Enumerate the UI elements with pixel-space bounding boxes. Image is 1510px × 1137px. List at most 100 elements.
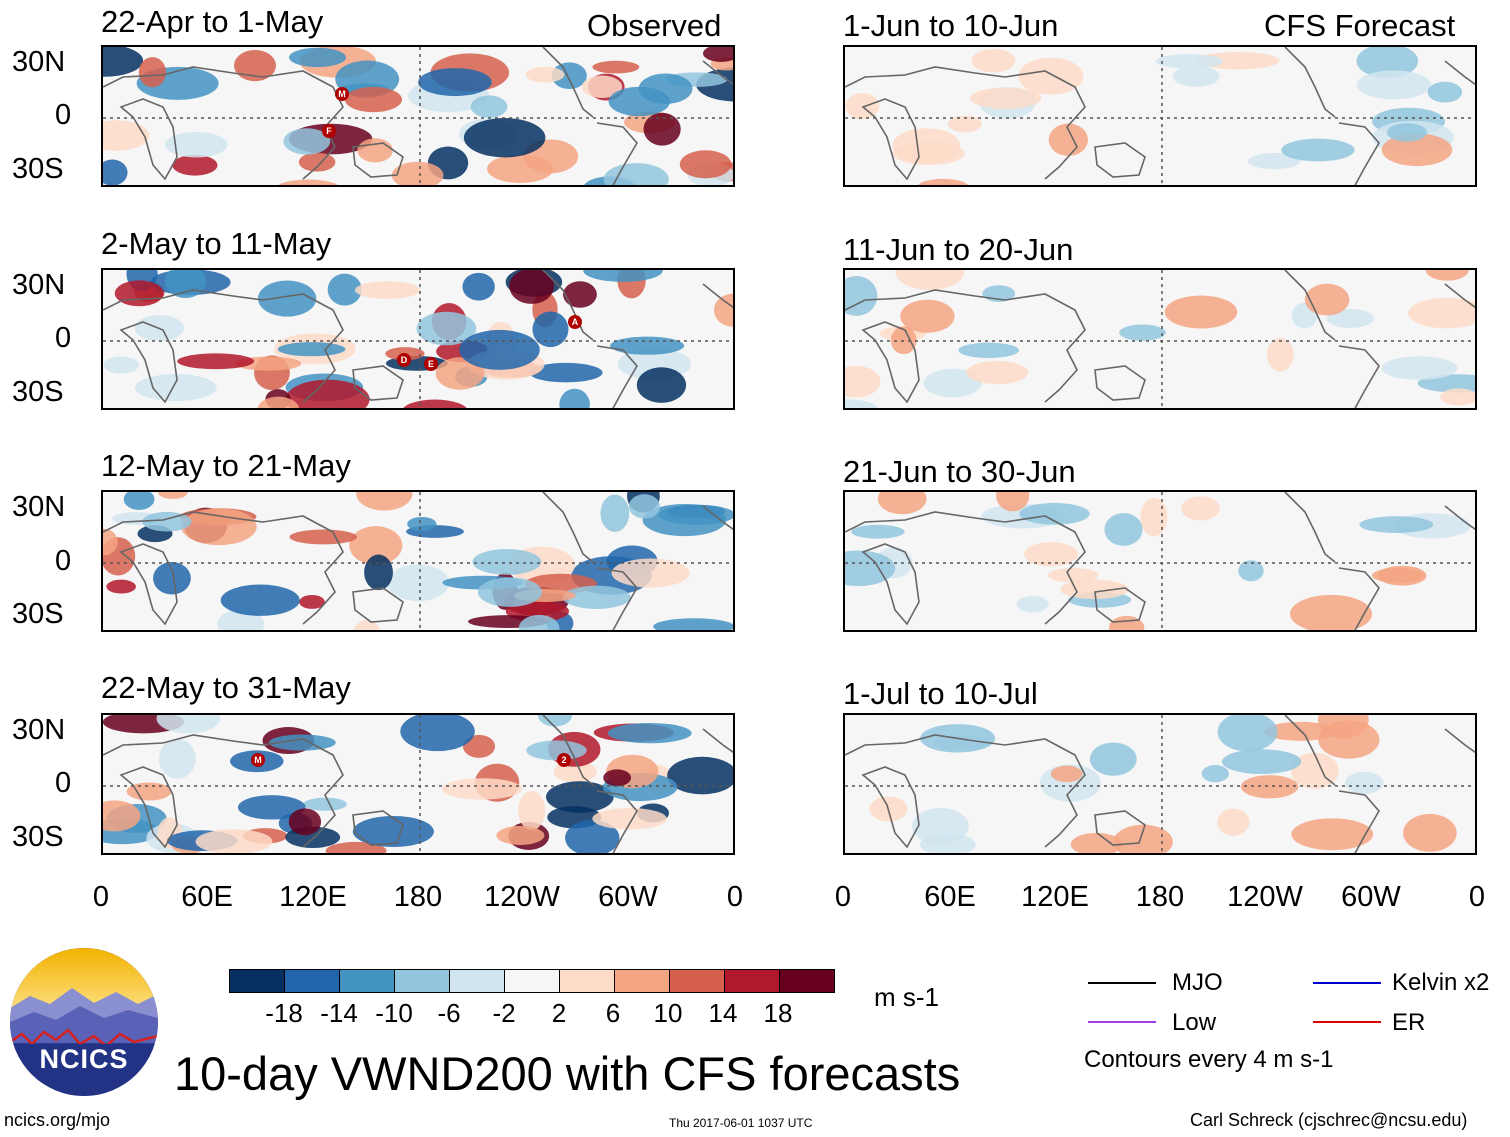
footer-url[interactable]: ncics.org/mjo: [4, 1110, 111, 1130]
anomaly-blob: [1356, 47, 1419, 79]
anomaly-blob: [1386, 123, 1428, 142]
anomaly-blob: [1024, 542, 1078, 567]
anomaly-blob: [283, 128, 331, 155]
lat-label-30n: 30N: [12, 46, 66, 78]
footer-author: Carl Schreck (cjschrec@ncsu.edu): [1190, 1110, 1468, 1130]
anomaly-blob: [278, 179, 339, 185]
colorbar-swatch: [449, 969, 505, 993]
legend-label-mjo: MJO: [1172, 969, 1223, 996]
anomaly-blob: [912, 807, 969, 845]
anomaly-blob: [526, 740, 587, 761]
anomaly-blob: [900, 299, 955, 333]
anomaly-blob: [106, 579, 136, 594]
panel-title-fc-3: 21-Jun to 30-Jun: [843, 454, 1076, 489]
storm-marker: F: [322, 124, 336, 138]
lon-label-60e: 60E: [924, 881, 976, 913]
coastline: [103, 47, 733, 185]
anomaly-blob: [158, 738, 196, 779]
anomaly-blob: [344, 86, 403, 113]
map-field: [103, 270, 733, 408]
anomaly-blob: [1381, 356, 1458, 380]
lon-label-120w: 120W: [484, 881, 560, 913]
anomaly-blob: [603, 769, 632, 787]
legend-line-kelvin: [1313, 982, 1381, 984]
panel-title-obs-4: 22-May to 31-May: [101, 670, 351, 705]
anomaly-blob: [996, 492, 1030, 512]
anomaly-blob: [845, 93, 880, 120]
anomaly-blob: [1281, 138, 1355, 162]
anomaly-blob: [177, 353, 255, 370]
colorbar-label: 10: [653, 998, 683, 1028]
anomaly-blob: [1291, 752, 1339, 789]
anomaly-blob: [1291, 818, 1374, 851]
colorbar-swatch: [339, 969, 395, 993]
colorbar-swatch: [724, 969, 780, 993]
anomaly-blob: [459, 329, 540, 370]
anomaly-blob: [546, 781, 614, 813]
anomaly-blob: [1164, 295, 1238, 329]
lon-label-60w: 60W: [598, 881, 658, 913]
map-field: [845, 270, 1475, 408]
map-field: [103, 715, 733, 853]
colorbar-label: -10: [375, 998, 413, 1028]
anomaly-blob: [1047, 567, 1099, 583]
anomaly-blob: [441, 778, 522, 800]
anomaly-blob: [1304, 283, 1350, 316]
anomaly-blob: [628, 494, 661, 519]
lat-label-30s: 30S: [12, 153, 64, 185]
colorbar-label: -14: [320, 998, 358, 1028]
anomaly-blob: [472, 548, 542, 575]
lon-label-120e: 120E: [279, 881, 347, 913]
lat-label-30s: 30S: [12, 821, 64, 853]
anomaly-blob: [525, 66, 565, 83]
anomaly-blob: [1016, 595, 1049, 613]
forecast-label: CFS Forecast: [1264, 8, 1456, 43]
anomaly-blob: [607, 723, 692, 744]
lat-label-eq: 0: [55, 322, 72, 354]
map-field: [103, 492, 733, 630]
anomaly-blob: [851, 524, 905, 539]
anomaly-blob: [1290, 594, 1373, 630]
colorbar-swatch: [559, 969, 615, 993]
lon-label-0: 0: [834, 881, 852, 913]
anomaly-blob: [1113, 824, 1173, 853]
anomaly-blob: [470, 95, 508, 118]
anomaly-blob: [327, 273, 362, 306]
anomaly-blob: [1359, 516, 1434, 533]
anomaly-blob: [1048, 123, 1089, 156]
anomaly-blob: [418, 68, 492, 97]
anomaly-blob: [581, 75, 623, 98]
anomaly-blob: [257, 280, 317, 317]
anomaly-blob: [1267, 337, 1294, 372]
anomaly-blob: [138, 57, 167, 88]
anomaly-blob: [600, 494, 630, 532]
lon-label-120e: 120E: [1021, 881, 1089, 913]
anomaly-blob: [518, 614, 560, 630]
map-field: [845, 492, 1475, 630]
panel-title-fc-1: 1-Jun to 10-Jun: [843, 8, 1059, 43]
main-title: 10-day VWND200 with CFS forecasts: [174, 1047, 961, 1100]
anomaly-blob: [679, 150, 732, 179]
anomaly-blob: [529, 362, 603, 383]
anomaly-blob: [583, 270, 663, 282]
lat-label-eq: 0: [55, 99, 72, 131]
anomaly-blob: [103, 47, 144, 77]
colorbar-label: -2: [492, 998, 516, 1028]
colorbar-swatch: [394, 969, 450, 993]
anomaly-blob: [918, 178, 968, 185]
legend-label-er: ER: [1392, 1009, 1426, 1036]
lat-label-30s: 30S: [12, 598, 64, 630]
coastline: [103, 270, 733, 408]
anomaly-blob: [257, 396, 299, 408]
anomaly-blob: [463, 118, 546, 158]
lat-label-30n: 30N: [12, 269, 66, 301]
anomaly-blob: [1427, 81, 1463, 103]
anomaly-blob: [142, 511, 192, 532]
anomaly-blob: [636, 367, 687, 403]
storm-marker: 2: [557, 753, 571, 767]
storm-marker: A: [568, 315, 582, 329]
panel-title-obs-1: 22-Apr to 1-May: [101, 4, 324, 39]
anomaly-blob: [845, 275, 878, 316]
legend-label-kelvin: Kelvin x2: [1392, 969, 1490, 996]
contours-note: Contours every 4 m s-1: [1084, 1046, 1334, 1073]
